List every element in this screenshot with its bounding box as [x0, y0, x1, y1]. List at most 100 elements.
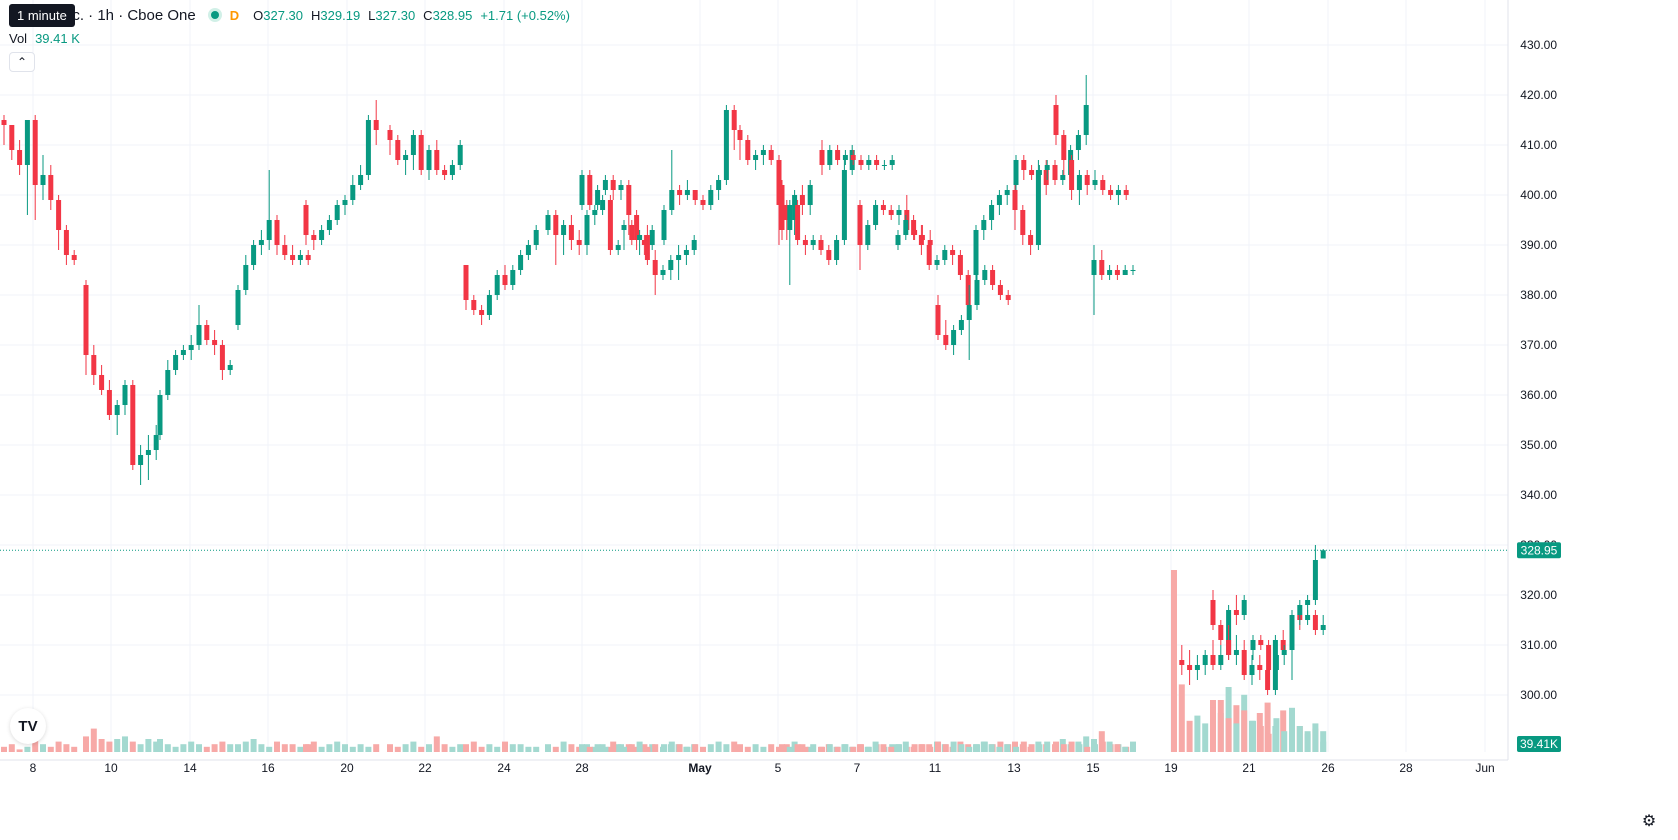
- candle-body[interactable]: [1013, 160, 1019, 185]
- candle-body[interactable]: [17, 150, 23, 165]
- candle-body[interactable]: [418, 135, 424, 170]
- candle-body[interactable]: [996, 195, 1002, 205]
- candle-body[interactable]: [9, 125, 15, 150]
- market-status-icon[interactable]: [207, 8, 222, 22]
- candle-body[interactable]: [819, 150, 825, 165]
- candle-body[interactable]: [545, 215, 551, 230]
- candle-body[interactable]: [865, 225, 871, 245]
- candle-body[interactable]: [365, 120, 371, 175]
- candle-body[interactable]: [1257, 665, 1263, 670]
- candle-body[interactable]: [1210, 600, 1216, 625]
- candle-body[interactable]: [802, 240, 808, 245]
- candle-body[interactable]: [1107, 270, 1113, 275]
- candle-body[interactable]: [768, 150, 774, 160]
- candle-body[interactable]: [874, 160, 880, 165]
- candle-body[interactable]: [835, 150, 841, 160]
- candle-body[interactable]: [40, 175, 46, 185]
- candle-body[interactable]: [584, 215, 590, 245]
- candle-body[interactable]: [1028, 235, 1034, 245]
- tradingview-logo-icon[interactable]: TV: [10, 708, 46, 744]
- candle-body[interactable]: [486, 295, 492, 315]
- candle-body[interactable]: [810, 240, 816, 245]
- candle-body[interactable]: [1266, 645, 1272, 670]
- candle-body[interactable]: [533, 230, 539, 245]
- candle-body[interactable]: [350, 185, 356, 200]
- candle-body[interactable]: [1075, 135, 1081, 150]
- candle-body[interactable]: [634, 215, 640, 240]
- candle-body[interactable]: [32, 120, 38, 185]
- candle-body[interactable]: [641, 240, 647, 245]
- candle-body[interactable]: [858, 160, 864, 165]
- candle-body[interactable]: [644, 235, 650, 260]
- candle-body[interactable]: [387, 130, 393, 140]
- candle-body[interactable]: [723, 110, 729, 180]
- candle-body[interactable]: [1029, 170, 1035, 175]
- candle-body[interactable]: [282, 245, 288, 255]
- candle-body[interactable]: [850, 155, 856, 160]
- candle-body[interactable]: [56, 200, 62, 230]
- candle-body[interactable]: [1258, 640, 1264, 645]
- candle-body[interactable]: [692, 190, 698, 200]
- candle-body[interactable]: [358, 175, 364, 185]
- candle-body[interactable]: [196, 325, 202, 345]
- symbol-title[interactable]: nc. · 1h · Cboe One: [64, 6, 196, 24]
- candle-body[interactable]: [426, 150, 432, 170]
- candle-body[interactable]: [668, 260, 674, 270]
- candle-body[interactable]: [173, 355, 179, 370]
- candle-body[interactable]: [607, 200, 613, 250]
- candle-body[interactable]: [1076, 175, 1082, 190]
- candle-body[interactable]: [1083, 105, 1089, 135]
- candle-body[interactable]: [595, 190, 601, 205]
- candle-body[interactable]: [1265, 670, 1271, 690]
- collapse-legend-button[interactable]: ⌃: [9, 52, 35, 72]
- candle-body[interactable]: [188, 345, 194, 350]
- candle-body[interactable]: [48, 175, 54, 200]
- candle-body[interactable]: [1005, 295, 1011, 300]
- candle-body[interactable]: [24, 120, 30, 165]
- candle-body[interactable]: [1312, 615, 1318, 630]
- candle-body[interactable]: [795, 205, 801, 240]
- candle-body[interactable]: [403, 155, 409, 160]
- candle-body[interactable]: [626, 185, 632, 215]
- candle-body[interactable]: [1021, 160, 1027, 170]
- candle-body[interactable]: [676, 255, 682, 260]
- candle-body[interactable]: [1320, 550, 1326, 559]
- candle-body[interactable]: [618, 185, 624, 190]
- candle-body[interactable]: [950, 250, 956, 255]
- candle-body[interactable]: [997, 285, 1003, 295]
- candle-body[interactable]: [1130, 270, 1136, 271]
- candle-body[interactable]: [1036, 170, 1042, 175]
- candle-body[interactable]: [180, 350, 186, 355]
- candle-body[interactable]: [1044, 165, 1050, 170]
- candle-body[interactable]: [342, 200, 348, 205]
- candle-body[interactable]: [903, 220, 909, 235]
- candle-body[interactable]: [842, 155, 848, 160]
- candle-body[interactable]: [1241, 650, 1247, 675]
- candle-body[interactable]: [1114, 270, 1120, 275]
- candle-body[interactable]: [303, 205, 309, 235]
- candle-body[interactable]: [708, 190, 714, 205]
- candle-body[interactable]: [1233, 610, 1239, 615]
- candle-body[interactable]: [684, 190, 690, 195]
- candle-body[interactable]: [1115, 190, 1121, 195]
- candle-body[interactable]: [243, 265, 249, 290]
- candle-body[interactable]: [973, 230, 979, 275]
- candle-body[interactable]: [510, 270, 516, 285]
- candle-body[interactable]: [799, 195, 805, 205]
- candle-body[interactable]: [792, 195, 798, 220]
- candle-body[interactable]: [1249, 665, 1255, 675]
- candle-body[interactable]: [1084, 175, 1090, 185]
- candle-body[interactable]: [807, 185, 813, 205]
- candle-body[interactable]: [157, 395, 163, 435]
- candle-body[interactable]: [1020, 210, 1026, 235]
- candle-body[interactable]: [826, 250, 832, 260]
- candle-body[interactable]: [1289, 615, 1295, 625]
- candle-body[interactable]: [1241, 600, 1247, 615]
- candle-body[interactable]: [661, 210, 667, 240]
- candle-body[interactable]: [410, 135, 416, 155]
- candle-body[interactable]: [731, 110, 737, 130]
- candle-body[interactable]: [1108, 190, 1114, 195]
- candle-body[interactable]: [1122, 270, 1128, 275]
